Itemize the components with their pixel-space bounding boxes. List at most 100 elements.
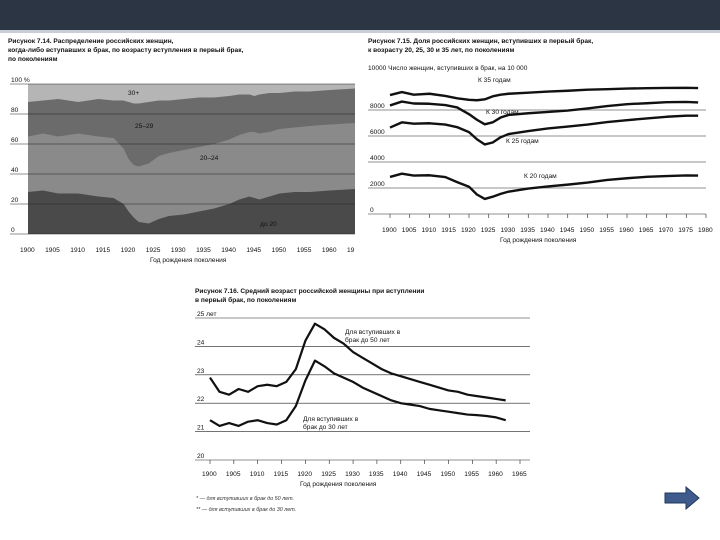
series-label: 30+ (128, 90, 139, 97)
x-tick-label: 1920 (461, 227, 476, 234)
slide-header-bar (0, 0, 720, 33)
series-label: Для вступивших в брак до 30 лет (303, 416, 359, 431)
x-tick-label: 1935 (520, 227, 535, 234)
series-label: К 30 годам (486, 109, 519, 116)
x-tick-label: 1900 (202, 471, 217, 478)
area-band-0 (28, 189, 355, 234)
y-tick-label: 2000 (370, 181, 385, 188)
x-tick-label: 1965 (639, 227, 654, 234)
x-tick-label: 1955 (297, 247, 312, 254)
series-label: 25–29 (135, 123, 154, 130)
y-tick-label: 20 (11, 197, 19, 204)
note-1: * — для вступивших в брак до 50 лет. (196, 496, 295, 502)
x-tick-label: 1900 (20, 247, 35, 254)
series-label: до 20 (260, 221, 277, 228)
series-label-line: Для вступивших в (345, 329, 401, 336)
x-tick-label: 1915 (274, 471, 289, 478)
x-tick-label: 1915 (441, 227, 456, 234)
chart-7-15: 10000 Число женщин, вступивших в брак, н… (368, 64, 713, 244)
y-tick-label: 23 (197, 368, 205, 375)
x-axis-label: Год рождения поколения (300, 481, 377, 488)
x-tick-label: 1965 (512, 471, 527, 478)
x-tick-label: 1940 (393, 471, 408, 478)
x-tick-label: 1930 (171, 247, 186, 254)
x-tick-label: 1910 (250, 471, 265, 478)
series-label: Для вступивших в брак до 50 лет (345, 329, 401, 344)
x-tick-label: 1920 (297, 471, 312, 478)
x-tick-label: 1950 (440, 471, 455, 478)
x-tick-label: 1960 (619, 227, 634, 234)
x-tick-label: 1940 (540, 227, 555, 234)
x-tick-label: 1960 (322, 247, 337, 254)
header-accent-line (0, 30, 720, 33)
series-line (209, 322, 506, 402)
y-tick-label: 22 (197, 396, 205, 403)
x-tick-label: 1935 (196, 247, 211, 254)
y-tick-label: 8000 (370, 103, 385, 110)
x-tick-label: 1955 (599, 227, 614, 234)
y-tick-label: 80 (11, 107, 19, 114)
next-slide-button[interactable] (664, 485, 700, 511)
chart-subtitle: 10000 Число женщин, вступивших в брак, н… (368, 64, 528, 72)
x-tick-label: 1930 (501, 227, 516, 234)
chart-7-14: 0 20 40 60 80 100 % 1900 1905 1910 1915 1920 1925 19… (10, 77, 355, 264)
x-tick-label: 1905 (45, 247, 60, 254)
x-tick-label: 1945 (246, 247, 261, 254)
x-tick-label: 1910 (422, 227, 437, 234)
y-tick-label: 25 лет (197, 311, 216, 318)
x-tick-label: 1925 (321, 471, 336, 478)
x-axis-label: Год рождения поколения (500, 237, 577, 244)
fig-7-15-title: Рисунок 7.15. Доля российских женщин, вс… (368, 38, 594, 54)
y-tick-label: 0 (370, 207, 374, 214)
x-tick-label: 1980 (698, 227, 713, 234)
series-line (209, 359, 507, 428)
x-tick-label: 1955 (464, 471, 479, 478)
x-tick-label: 1925 (146, 247, 161, 254)
series-line (389, 172, 699, 201)
x-tick-label: 1935 (369, 471, 384, 478)
series-label: К 25 годам (506, 138, 539, 145)
series-label: К 20 годам (524, 173, 557, 180)
right-arrow-icon (664, 485, 700, 511)
series-label: 20–24 (200, 155, 219, 162)
x-tick-label: 1920 (121, 247, 136, 254)
y-tick-label: 100 % (11, 77, 30, 84)
y-tick-label: 40 (11, 167, 19, 174)
x-tick-label: 1910 (70, 247, 85, 254)
x-tick-label: 1950 (272, 247, 287, 254)
y-tick-label: 60 (11, 137, 19, 144)
x-tick-label: 1945 (560, 227, 575, 234)
y-tick-label: 24 (197, 339, 205, 346)
series-line (389, 114, 699, 146)
y-tick-label: 4000 (370, 155, 385, 162)
series-label-line: брак до 50 лет (345, 336, 390, 344)
x-tick-label: 1975 (678, 227, 693, 234)
series-label: К 35 годам (478, 77, 511, 84)
x-tick-label: 1945 (417, 471, 432, 478)
note-2: ** — для вступивших в брак до 30 лет. (196, 507, 297, 513)
x-tick-label: 1950 (580, 227, 595, 234)
series-label-line: брак до 30 лет (303, 423, 348, 431)
y-tick-label: 21 (197, 425, 205, 432)
fig-7-16-title: Рисунок 7.16. Средний возраст российской… (195, 288, 425, 304)
x-tick-label: 1900 (382, 227, 397, 234)
chart-7-16: 20 21 22 23 24 25 лет 1900 1905 1910 1915 1920 1925… (195, 311, 530, 488)
x-tick-label: 1905 (226, 471, 241, 478)
x-tick-label: 1960 (488, 471, 503, 478)
x-tick-label: 19 (347, 247, 355, 254)
x-tick-label: 1905 (402, 227, 417, 234)
x-tick-label: 1940 (221, 247, 236, 254)
series-label-line: Для вступивших в (303, 416, 359, 423)
x-tick-label: 1915 (95, 247, 110, 254)
fig-7-14-title: Рисунок 7.14. Распределение российских ж… (8, 38, 244, 63)
y-tick-label: 20 (197, 453, 205, 460)
series-line (389, 86, 699, 102)
x-tick-label: 1925 (481, 227, 496, 234)
series-line (389, 100, 699, 126)
y-tick-label: 0 (11, 227, 15, 234)
fig-7-16-notes: * — для вступивших в брак до 50 лет. ** … (196, 494, 296, 516)
x-axis-label: Год рождения поколения (150, 257, 227, 264)
x-tick-label: 1930 (345, 471, 360, 478)
y-tick-label: 6000 (370, 129, 385, 136)
